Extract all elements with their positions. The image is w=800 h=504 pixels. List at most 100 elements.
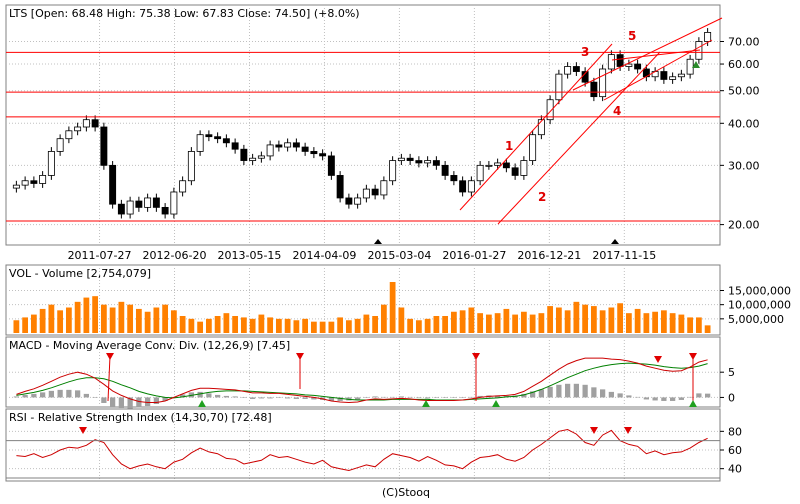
- candle-up: [179, 180, 187, 193]
- volume-bar: [65, 307, 72, 333]
- candle-up: [607, 54, 615, 70]
- price-y-tick-label: 30.00: [728, 159, 760, 172]
- macd-histogram-bar: [302, 397, 308, 399]
- macd-histogram-bar: [118, 397, 124, 409]
- price-y-tick-label: 60.00: [728, 58, 760, 71]
- volume-bar: [678, 314, 685, 333]
- volume-bar: [118, 301, 125, 333]
- macd-histogram-bar: [197, 391, 203, 398]
- volume-bar: [39, 308, 46, 333]
- volume-bar: [205, 318, 212, 333]
- macd-histogram-bar: [92, 397, 98, 398]
- macd-histogram-bar: [40, 392, 46, 398]
- macd-histogram-bar: [407, 396, 413, 398]
- macd-histogram-bar: [337, 397, 343, 401]
- candle-up: [476, 164, 484, 182]
- price-panel-frame: [5, 4, 721, 246]
- macd-histogram-bar: [556, 384, 562, 398]
- macd-histogram-bar: [538, 389, 544, 398]
- macd-histogram-bar: [215, 394, 221, 398]
- candle-up: [424, 160, 432, 164]
- macd-line: [16, 357, 708, 404]
- trend-channel-line: [603, 39, 713, 101]
- volume-bar: [214, 316, 221, 333]
- macd-histogram-bar: [267, 397, 273, 399]
- volume-bar: [354, 318, 361, 333]
- macd-histogram-bar: [600, 389, 606, 398]
- candle-up: [65, 130, 73, 140]
- volume-bar: [503, 308, 510, 333]
- volume-bar: [153, 307, 160, 333]
- volume-bar: [599, 310, 606, 333]
- volume-bar: [13, 320, 20, 333]
- candle-down: [214, 136, 222, 140]
- volume-bar: [442, 316, 449, 333]
- macd-histogram-bar: [495, 395, 501, 398]
- volume-panel-title: VOL - Volume [2,754,079]: [9, 267, 151, 280]
- candle-down: [432, 160, 440, 166]
- macd-histogram-bar: [416, 397, 422, 398]
- copyright-footer: (C)Stooq: [382, 486, 430, 499]
- volume-bar: [179, 316, 186, 333]
- rsi-y-tick-label: 60: [728, 444, 742, 457]
- candle-up: [389, 160, 397, 182]
- candle-up: [170, 191, 178, 215]
- macd-histogram-bar: [22, 394, 28, 398]
- volume-bar: [275, 318, 282, 333]
- candle-down: [222, 138, 230, 144]
- buy-signal-marker: [422, 400, 430, 407]
- macd-histogram-bar: [241, 397, 247, 398]
- candle-down: [502, 162, 510, 169]
- volume-bar: [450, 311, 457, 333]
- annotation-4: 4: [613, 104, 621, 118]
- macd-histogram-bar: [13, 396, 19, 398]
- sell-signal-marker: [472, 353, 480, 360]
- candle-down: [205, 134, 213, 138]
- macd-histogram-bar: [433, 397, 439, 398]
- macd-histogram-bar: [635, 396, 641, 398]
- volume-bar: [170, 310, 177, 333]
- macd-histogram-bar: [547, 386, 553, 398]
- candle-up: [187, 151, 195, 182]
- candle-up: [362, 188, 370, 199]
- price-x-tick-label: 2013-05-15: [218, 249, 282, 262]
- sell-signal-marker: [106, 353, 114, 360]
- volume-bar: [258, 314, 265, 333]
- macd-histogram-bar: [565, 383, 571, 398]
- candle-up: [599, 68, 607, 98]
- price-panel-title: LTS [Open: 68.48 High: 75.38 Low: 67.83 …: [9, 7, 360, 20]
- candle-up: [266, 144, 274, 157]
- macd-histogram-bar: [381, 396, 387, 398]
- volume-bar: [494, 313, 501, 333]
- candle-down: [275, 144, 283, 148]
- candle-down: [135, 200, 143, 208]
- volume-bar: [389, 282, 396, 333]
- volume-bar: [477, 313, 484, 333]
- price-y-tick-label: 20.00: [728, 219, 760, 232]
- volume-bar: [564, 310, 571, 333]
- buy-signal-marker: [492, 400, 500, 407]
- macd-histogram-bar: [687, 396, 693, 398]
- volume-bar: [30, 314, 37, 333]
- rsi-y-tick-label: 80: [728, 425, 742, 438]
- price-x-tick-label: 2012-06-20: [143, 249, 207, 262]
- macd-histogram-bar: [223, 395, 229, 398]
- sell-signal-stem: [107, 355, 111, 402]
- volume-bar: [512, 314, 519, 333]
- candle-up: [467, 180, 475, 193]
- macd-histogram-bar: [530, 391, 536, 398]
- candle-up: [677, 73, 685, 78]
- candle-up: [546, 99, 554, 121]
- volume-bar: [232, 316, 239, 333]
- volume-bar: [328, 321, 335, 333]
- macd-histogram-bar: [390, 396, 396, 398]
- volume-bar: [415, 320, 422, 333]
- volume-y-tick-label: 10,000,000: [728, 299, 791, 312]
- volume-bar: [127, 304, 134, 333]
- volume-bar: [144, 311, 151, 333]
- volume-bar: [92, 296, 99, 333]
- volume-bar: [319, 321, 326, 333]
- volume-bar: [424, 318, 431, 333]
- macd-histogram-bar: [705, 393, 711, 398]
- candle-down: [30, 180, 38, 184]
